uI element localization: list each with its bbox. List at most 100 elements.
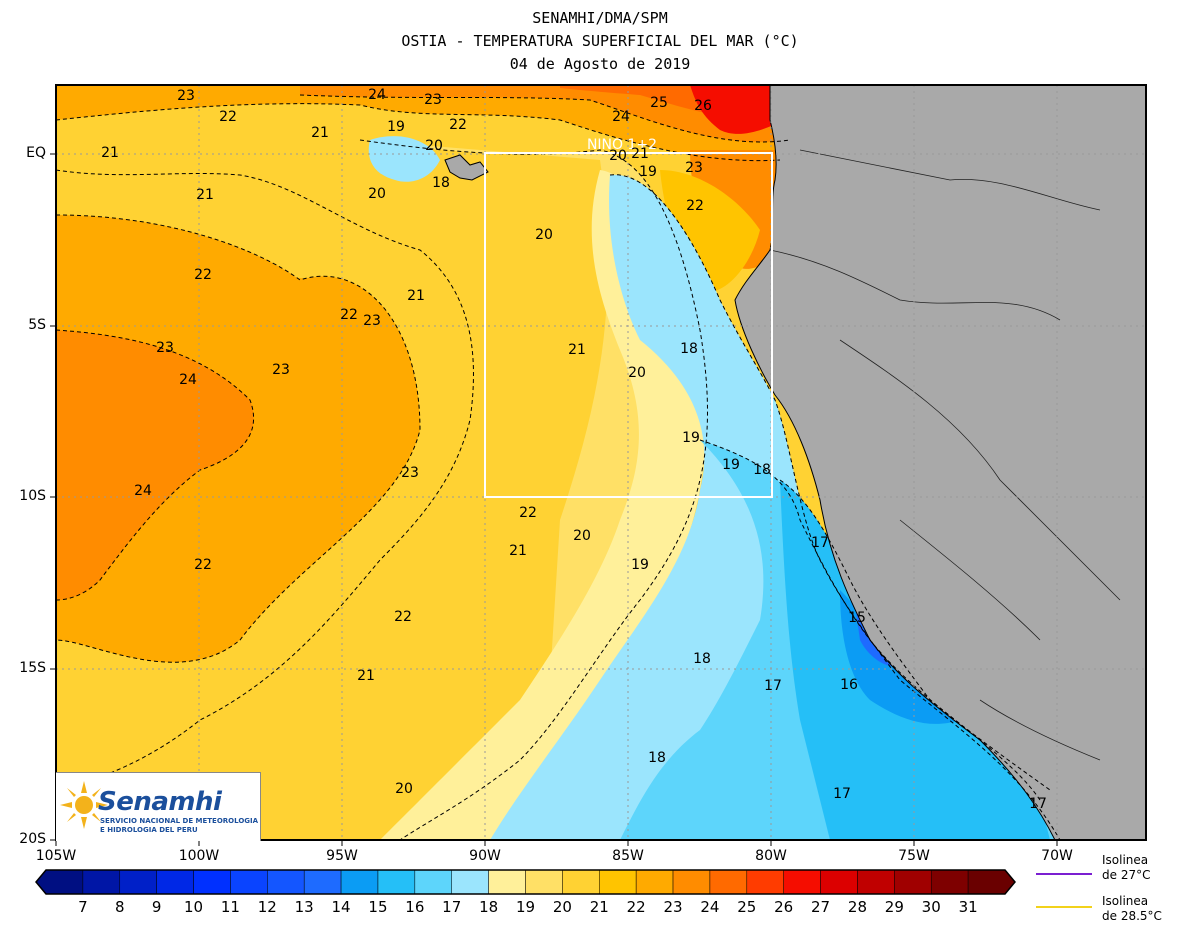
colorbar-label: 14 — [331, 898, 351, 916]
contour-label: 21 — [631, 146, 649, 162]
sst-zone-23b — [266, 277, 334, 440]
colorbar-label: 16 — [405, 898, 425, 916]
contour-label: 19 — [682, 430, 700, 446]
x-tick-105w: 105W — [35, 848, 77, 864]
colorbar-label: 30 — [921, 898, 941, 916]
colorbar-label: 9 — [151, 898, 162, 916]
contour-label: 17 — [1029, 796, 1047, 812]
colorbar-label: 8 — [114, 898, 125, 916]
contour-label: 20 — [368, 186, 386, 202]
colorbar-label: 11 — [220, 898, 240, 916]
sst-zone-16 — [780, 480, 1050, 840]
sst-zone-north-23 — [56, 85, 780, 161]
logo-name: Senamhi — [98, 787, 222, 817]
contour-label: 21 — [568, 342, 586, 358]
sst-zone-19-band — [380, 170, 707, 840]
contour-label: 23 — [424, 92, 442, 108]
contour-label: 24 — [179, 372, 197, 388]
colorbar-label: 27 — [811, 898, 831, 916]
colorbar-label: 20 — [552, 898, 572, 916]
contour-label: 20 — [609, 148, 627, 164]
colorbar-label: 31 — [958, 898, 978, 916]
contour-label: 22 — [219, 109, 237, 125]
sst-zone-galapagos-19 — [368, 136, 440, 182]
colorbar-label: 12 — [257, 898, 277, 916]
contour-label: 23 — [401, 465, 419, 481]
y-tick-15s: 15S — [19, 660, 46, 676]
x-tick-90w: 90W — [469, 848, 501, 864]
isoline-27-legend: Isolinea de 27°C — [1102, 853, 1150, 883]
contour-label: 18 — [432, 175, 450, 191]
contour-label: 25 — [650, 95, 668, 111]
contour-label: 24 — [368, 87, 386, 103]
x-tick-85w: 85W — [612, 848, 644, 864]
contour-label: 26 — [694, 98, 712, 114]
contour-label: 21 — [311, 125, 329, 141]
contour-label: 22 — [686, 198, 704, 214]
colorbar-label: 22 — [626, 898, 646, 916]
contour-label: 18 — [648, 750, 666, 766]
contour-label: 17 — [811, 535, 829, 551]
contour-label: 19 — [631, 557, 649, 573]
contour-label: 17 — [764, 678, 782, 694]
x-tick-70w: 70W — [1041, 848, 1073, 864]
contour-label: 19 — [722, 457, 740, 473]
contour-label: 15 — [848, 610, 866, 626]
contour-label: 23 — [177, 88, 195, 104]
contour-label: 23 — [272, 362, 290, 378]
contour-label: 23 — [685, 160, 703, 176]
x-tick-100w: 100W — [178, 848, 220, 864]
contour-label: 20 — [425, 138, 443, 154]
senamhi-logo: Senamhi SERVICIO NACIONAL DE METEOROLOGI… — [56, 772, 261, 841]
colorbar-label: 23 — [663, 898, 683, 916]
contour-label: 24 — [134, 483, 152, 499]
colorbar-label: 21 — [589, 898, 609, 916]
galapagos-islands — [444, 154, 489, 181]
isoline-285-line-2: de 28.5°C — [1102, 909, 1162, 923]
contour-label: 24 — [612, 109, 630, 125]
contour-label: 21 — [509, 543, 527, 559]
contour-label: 20 — [628, 365, 646, 381]
contour-label: 19 — [387, 119, 405, 135]
colorbar-label: 19 — [515, 898, 536, 916]
contour-label: 19 — [639, 164, 657, 180]
sun-icon — [60, 781, 108, 829]
sst-zone-24 — [56, 330, 254, 600]
nino12-region-label: NINO 1+2 — [587, 137, 657, 153]
logo-subtitle: SERVICIO NACIONAL DE METEOROLOGIA E HIDR… — [100, 817, 258, 835]
colorbar-label: 28 — [847, 898, 867, 916]
title-line-2: OSTIA - TEMPERATURA SUPERFICIAL DEL MAR … — [401, 32, 799, 50]
colorbar-label: 10 — [183, 898, 204, 916]
axis-ticks — [50, 153, 1058, 846]
contour-label: 21 — [101, 145, 119, 161]
contour-label: 18 — [693, 651, 711, 667]
contour-label: 20 — [535, 227, 553, 243]
y-tick-20s: 20S — [19, 831, 46, 847]
x-tick-95w: 95W — [326, 848, 358, 864]
x-tick-80w: 80W — [755, 848, 787, 864]
plot-frame — [55, 84, 1147, 841]
isotherm-lines — [56, 94, 1061, 840]
logo-subtitle-line-2: E HIDROLOGIA DEL PERU — [100, 826, 198, 834]
title-line-1: SENAMHI/DMA/SPM — [532, 9, 668, 27]
colorbar-label: 25 — [737, 898, 757, 916]
y-tick-eq: EQ — [26, 145, 46, 161]
nino12-region-box — [484, 152, 773, 498]
contour-label: 22 — [194, 267, 212, 283]
contour-label: 22 — [394, 609, 412, 625]
isoline-27-line-2: de 27°C — [1102, 868, 1151, 882]
contour-label: 16 — [840, 677, 858, 693]
y-tick-5s: 5S — [28, 317, 46, 333]
x-tick-75w: 75W — [898, 848, 930, 864]
colorbar-label: 13 — [294, 898, 314, 916]
contour-label: 22 — [340, 307, 358, 323]
y-tick-10s: 10S — [19, 488, 46, 504]
contour-label: 23 — [363, 313, 381, 329]
contour-label: 23 — [156, 340, 174, 356]
colorbar-label: 26 — [774, 898, 794, 916]
map-grid — [56, 85, 1146, 840]
colorbar-label: 15 — [368, 898, 388, 916]
country-borders — [769, 149, 1121, 761]
